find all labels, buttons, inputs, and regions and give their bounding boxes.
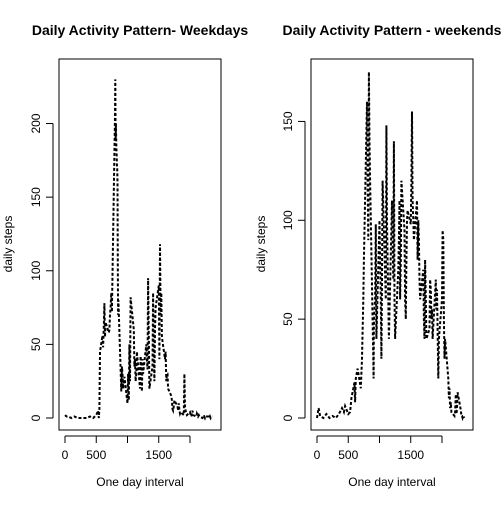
- y-tick-label: 150: [29, 187, 43, 207]
- x-tick-label: 0: [62, 448, 69, 462]
- x-tick-label: 500: [86, 448, 106, 462]
- plot-frame: [310, 58, 474, 431]
- x-tick-label: 1500: [397, 448, 424, 462]
- y-tick-label: 0: [29, 414, 43, 421]
- y-tick-label: 50: [281, 312, 295, 326]
- weekends-panel: Daily Activity Pattern - weekends One da…: [254, 22, 502, 489]
- series-line: [316, 71, 466, 422]
- y-tick-label: 100: [281, 210, 295, 230]
- x-axis-label: One day interval: [96, 475, 183, 489]
- y-tick-label: 100: [29, 260, 43, 280]
- chart-title: Daily Activity Pattern - weekends: [283, 22, 502, 38]
- y-axis-label: daily steps: [254, 216, 268, 273]
- y-axis-label: daily steps: [1, 216, 15, 273]
- y-tick-label: 50: [29, 337, 43, 351]
- x-tick-label: 500: [338, 448, 358, 462]
- x-tick-label: 0: [314, 448, 321, 462]
- y-tick-label: 0: [281, 414, 295, 421]
- y-tick-label: 200: [29, 113, 43, 133]
- series-line: [64, 79, 213, 421]
- y-tick-label: 150: [281, 111, 295, 131]
- x-tick-label: 1500: [145, 448, 172, 462]
- weekdays-panel: Daily Activity Pattern- Weekdays One day…: [1, 22, 248, 489]
- x-axis-label: One day interval: [348, 475, 435, 489]
- plot-frame: [58, 58, 222, 431]
- chart-title: Daily Activity Pattern- Weekdays: [32, 22, 249, 38]
